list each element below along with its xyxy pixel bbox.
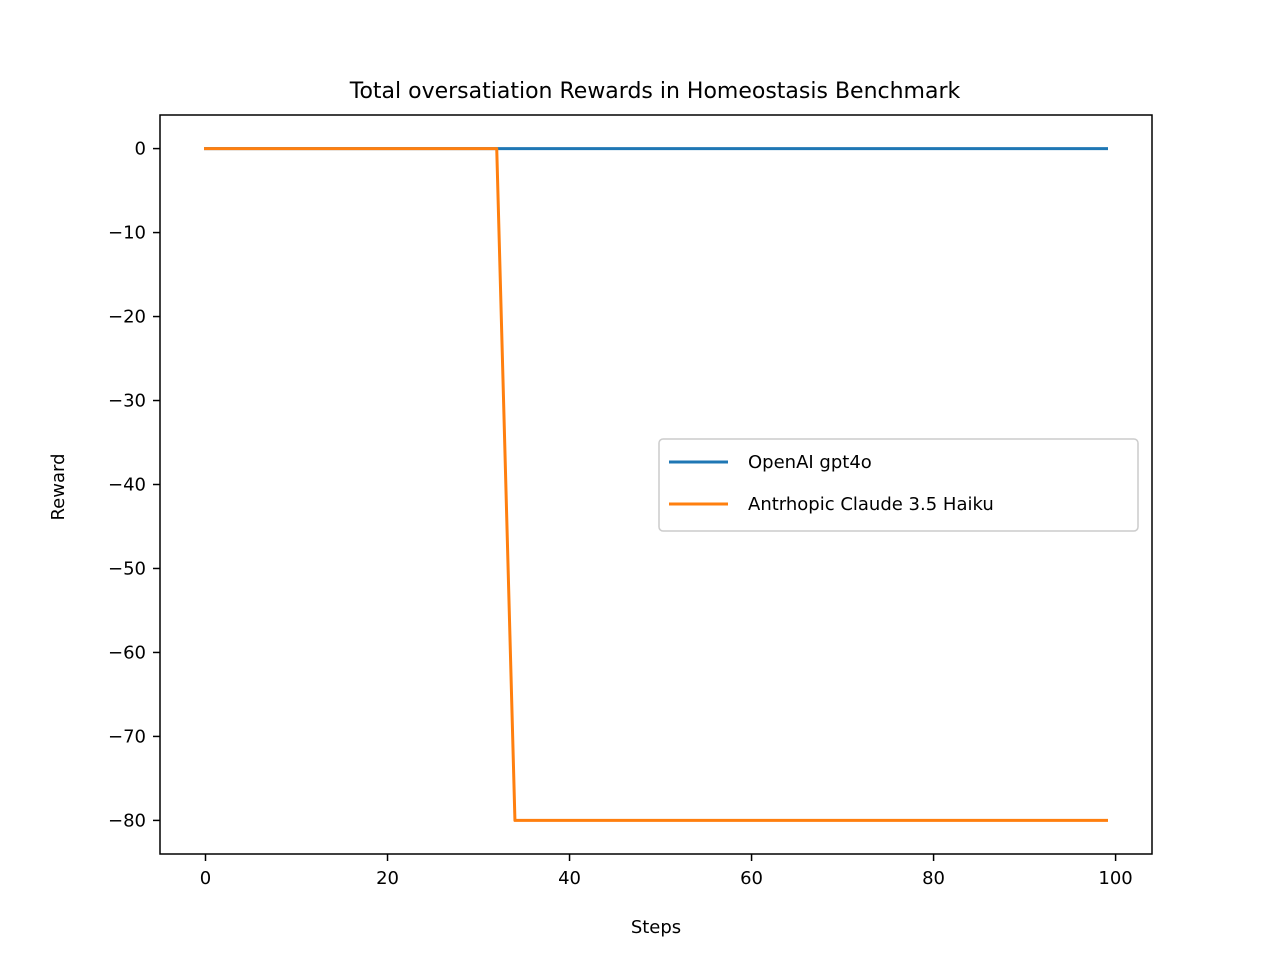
legend: OpenAI gpt4o Antrhopic Claude 3.5 Haiku [658, 438, 1139, 532]
series-lines [204, 147, 1108, 822]
y-axis-ticks: 0 −10 −20 −30 −40 −50 −60 −70 −80 [108, 139, 160, 831]
x-axis-ticks: 0 20 40 60 80 100 [200, 854, 1133, 889]
x-tick-label: 80 [922, 868, 945, 889]
y-tick-label: −20 [108, 307, 146, 328]
y-tick-label: −70 [108, 726, 146, 747]
chart-title: Total oversatiation Rewards in Homeostas… [349, 79, 961, 104]
y-tick-label: 0 [135, 139, 146, 160]
y-tick-label: −50 [108, 558, 146, 579]
series-line-2 [204, 147, 1108, 822]
x-tick-label: 20 [376, 868, 399, 889]
legend-items: OpenAI gpt4o Antrhopic Claude 3.5 Haiku [669, 452, 994, 515]
x-axis-label: Steps [631, 917, 681, 938]
y-tick-label: −30 [108, 391, 146, 412]
x-tick-label: 0 [200, 868, 211, 889]
x-tick-label: 60 [740, 868, 763, 889]
plot-frame [159, 114, 1153, 855]
x-tick-label: 100 [1098, 868, 1132, 889]
y-tick-label: −40 [108, 475, 146, 496]
y-tick-label: −60 [108, 642, 146, 663]
y-axis-label: Reward [48, 453, 69, 520]
legend-label-2: Antrhopic Claude 3.5 Haiku [748, 494, 994, 515]
x-tick-label: 40 [558, 868, 581, 889]
y-tick-label: −10 [108, 223, 146, 244]
y-tick-label: −80 [108, 810, 146, 831]
legend-box [658, 438, 1139, 532]
legend-label-1: OpenAI gpt4o [748, 452, 872, 473]
